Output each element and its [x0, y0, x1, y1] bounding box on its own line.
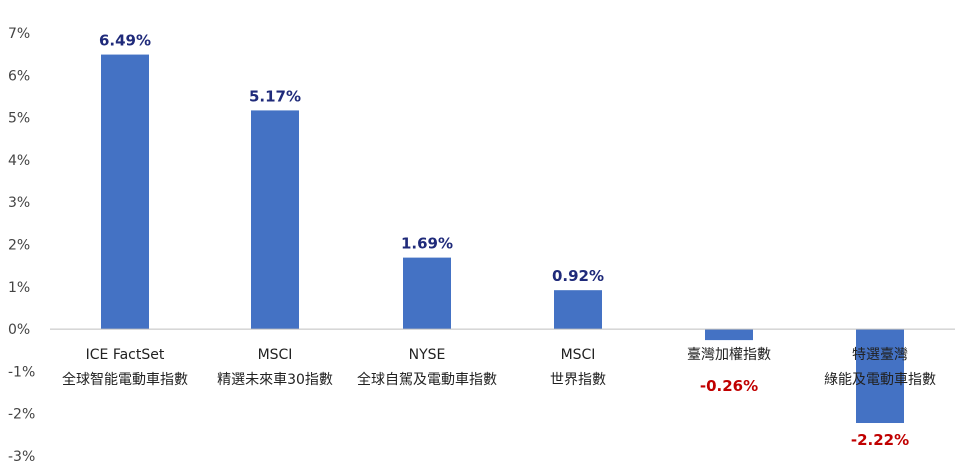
bar — [705, 329, 753, 341]
y-tick-label: 2% — [8, 238, 30, 254]
data-label: 5.17% — [249, 87, 301, 105]
y-tick-label: 7% — [8, 26, 30, 42]
y-tick-label: 3% — [8, 195, 30, 211]
data-label: -0.26% — [700, 377, 758, 395]
bar — [554, 290, 602, 330]
category-label: NYSE — [409, 347, 446, 363]
y-tick-label: 0% — [8, 322, 30, 338]
category-label: 精選未來車30指數 — [217, 371, 333, 388]
bar — [403, 257, 451, 330]
category-label: ICE FactSet — [86, 347, 165, 363]
category-label: 綠能及電動車指數 — [824, 371, 936, 388]
bar — [856, 329, 904, 424]
category-label: 全球自駕及電動車指數 — [357, 371, 497, 388]
category-label: 特選臺灣 — [852, 347, 908, 363]
data-label: 1.69% — [401, 235, 453, 253]
y-tick-label: -3% — [8, 449, 35, 464]
data-label: 0.92% — [552, 267, 604, 285]
bar — [251, 110, 299, 330]
category-label: 臺灣加權指數 — [687, 347, 771, 363]
y-tick-label: 6% — [8, 68, 30, 84]
bar — [101, 54, 149, 330]
y-tick-label: -2% — [8, 407, 35, 423]
y-tick-label: 5% — [8, 111, 30, 127]
y-tick-label: 1% — [8, 280, 30, 296]
y-tick-label: -1% — [8, 364, 35, 380]
data-label: -2.22% — [851, 431, 909, 449]
category-label: MSCI — [258, 347, 293, 363]
category-label: 世界指數 — [550, 372, 606, 388]
y-tick-label: 4% — [8, 153, 30, 169]
data-label: 6.49% — [99, 32, 151, 50]
category-label: MSCI — [561, 347, 596, 363]
category-label: 全球智能電動車指數 — [62, 371, 188, 388]
